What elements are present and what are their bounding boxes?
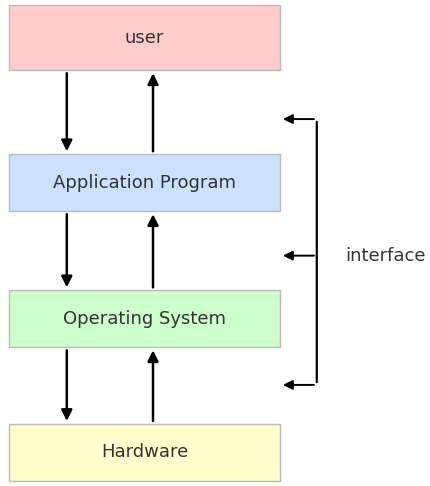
Text: Application Program: Application Program	[53, 174, 235, 192]
Text: Operating System: Operating System	[63, 310, 225, 328]
Bar	[9, 5, 280, 70]
Text: interface: interface	[344, 246, 424, 265]
Text: Hardware: Hardware	[101, 443, 187, 462]
Bar	[9, 290, 280, 347]
Bar	[9, 424, 280, 481]
Text: user: user	[124, 29, 164, 47]
Bar	[9, 154, 280, 211]
